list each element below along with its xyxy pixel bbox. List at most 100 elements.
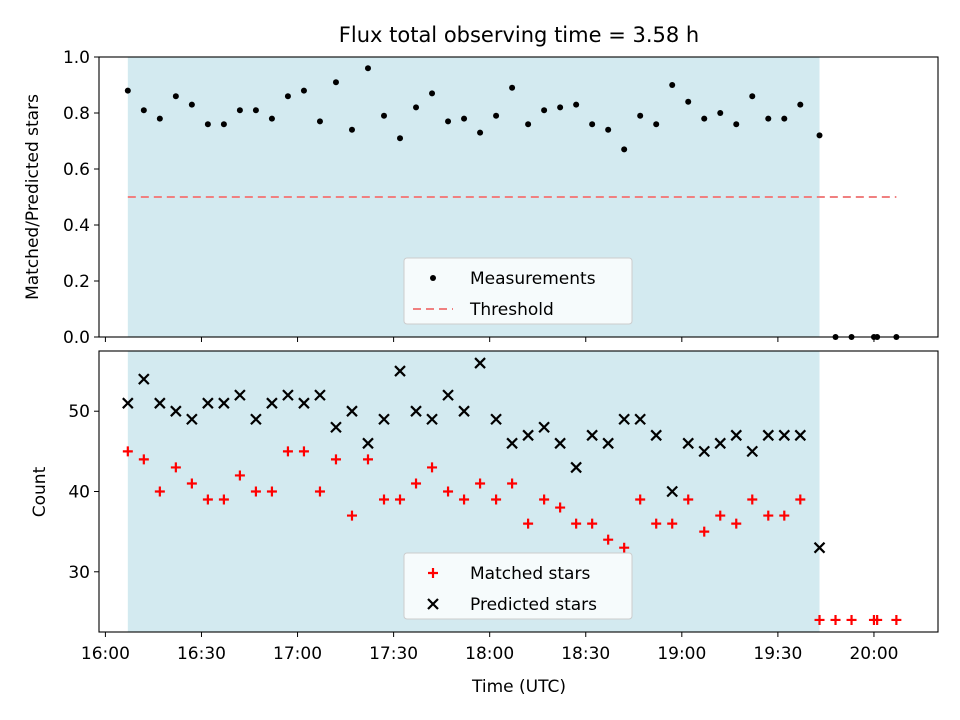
predicted-stars-point [442,389,454,401]
legend-label: Matched stars [470,564,590,584]
measurements-legend-marker [430,275,436,281]
predicted-stars-point [762,429,775,442]
predicted-stars-point [170,405,182,417]
measurements-point [156,115,163,122]
x-tick-label: 19:00 [657,644,706,664]
predicted-stars-point [266,397,278,409]
legend-label: Threshold [469,300,554,320]
matched-stars-point [872,614,883,625]
ratio-y-axis-label: Matched/Predicted stars [23,94,43,300]
predicted-stars-point [122,397,134,409]
matched-stars-point [491,494,502,505]
matched-stars-point [170,462,181,473]
matched-stars-point [715,510,726,521]
matched-stars-point [330,454,341,465]
measurements-point [701,115,708,122]
matched-stars-point [218,494,229,505]
matched-stars-point [683,494,694,505]
measurements-point [188,101,195,108]
matched-stars-point [186,478,197,489]
measurements-point [381,112,388,119]
measurements-point [204,121,211,128]
matched-stars-point [846,614,857,625]
measurements-point [637,112,644,119]
measurements-point [429,90,436,97]
count-y-axis-label: Count [30,466,50,517]
matched-stars-point [779,510,790,521]
measurements-point [284,93,291,100]
predicted-stars-point [554,437,566,450]
ratio-y-tick-label: 0.8 [63,104,90,124]
measurements-point [589,121,596,128]
measurements-point [509,84,516,91]
predicted-stars-point [330,421,342,434]
count-y-tick-label: 50 [68,402,90,422]
x-tick-label: 16:30 [177,644,226,664]
measurements-point [717,110,724,116]
predicted-stars-point [682,437,694,450]
predicted-stars-point [570,461,582,474]
predicted-stars-point [394,365,406,377]
ratio-y-tick-label: 1.0 [63,48,90,68]
count-y-tick-label: 40 [68,483,90,503]
matched-stars-point [346,510,357,521]
x-tick-label: 17:00 [273,644,322,664]
predicted-stars-point [346,405,358,417]
predicted-stars-point [138,373,150,385]
predicted-stars-point [250,413,262,426]
predicted-stars-legend-marker [427,598,439,610]
measurements-point [172,93,179,100]
predicted-stars-point [298,397,310,409]
measurements-point [140,107,147,114]
matched-stars-point [266,486,277,497]
predicted-stars-point [794,429,807,442]
measurements-point [364,65,371,72]
matched-stars-point [635,494,646,505]
ratio-axes-frame [98,56,939,338]
predicted-stars-point [202,397,214,409]
measurements-point [461,115,468,122]
measurements-point [573,101,580,108]
matched-stars-point [747,494,758,505]
matched-stars-point [587,518,598,529]
x-tick-label: 18:00 [465,644,514,664]
x-tick-label: 19:30 [753,644,802,664]
predicted-stars-point [314,389,326,401]
measurements-point [493,112,500,119]
measurements-point [816,132,823,139]
chart-title: Flux total observing time = 3.58 h [339,23,699,47]
predicted-stars-point [698,445,711,458]
measurements-point [348,126,355,133]
measurements-point [621,146,628,153]
matched-stars-point [314,486,325,497]
matched-stars-point [667,518,678,529]
ratio-y-tick-label: 0.2 [63,272,90,292]
measurements-point [653,121,660,128]
x-tick-label: 18:30 [561,644,610,664]
matched-stars-point [795,494,806,505]
predicted-stars-point [730,429,743,442]
predicted-stars-point [234,389,246,401]
matched-stars-point [298,446,309,457]
matched-stars-point [138,454,149,465]
matched-stars-point [763,510,774,521]
matched-stars-point [619,542,630,553]
matched-stars-legend-marker [428,568,438,578]
ratio-panel: Flux total observing time = 3.58 h Match… [23,23,939,348]
predicted-stars-point [746,445,759,458]
predicted-stars-point [378,413,390,426]
predicted-stars-point [490,413,502,426]
measurements-point [605,126,612,133]
predicted-stars-point [506,437,518,450]
predicted-stars-point [618,413,630,426]
predicted-stars-point [154,397,166,409]
matched-stars-point [571,518,582,529]
predicted-stars-point [650,429,662,442]
count-legend: Matched stars Predicted stars [403,552,633,620]
measurements-point [236,107,243,114]
measurements-point [316,118,323,125]
matched-stars-point [154,486,165,497]
matched-stars-point [362,454,373,465]
matched-stars-point [523,518,534,529]
